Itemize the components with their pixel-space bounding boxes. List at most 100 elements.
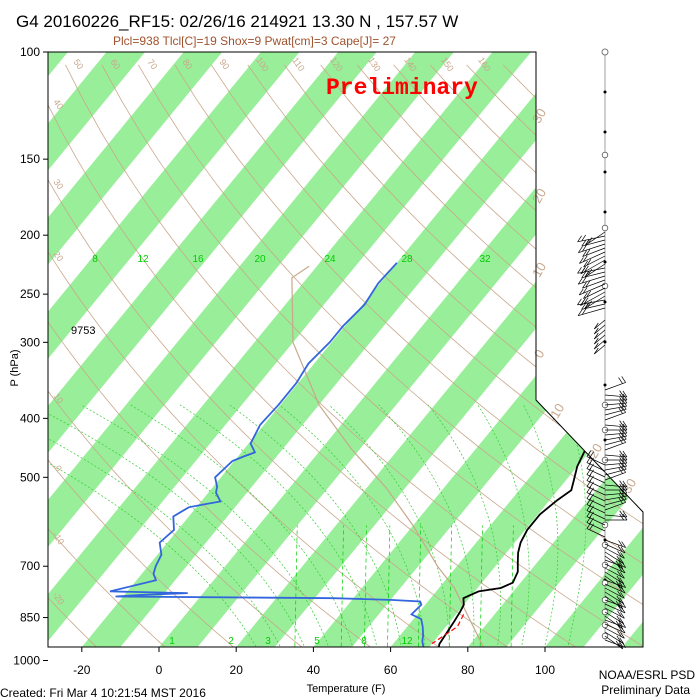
wind-barb-tick bbox=[621, 466, 626, 473]
wind-barb-tick bbox=[587, 237, 593, 244]
wind-barb-tick bbox=[615, 600, 621, 608]
wind-barb-tick bbox=[581, 297, 586, 305]
tropical-standard-line bbox=[291, 265, 487, 647]
wind-barb-tick bbox=[619, 490, 624, 497]
wind-barb-tick bbox=[619, 483, 624, 491]
wind-barb-tick bbox=[581, 271, 587, 279]
dry-adiabat bbox=[48, 64, 337, 647]
wind-barb-tick bbox=[619, 423, 624, 431]
wind-barb-tick bbox=[618, 600, 623, 607]
wind-barb-tick bbox=[583, 260, 588, 268]
dry-adiabat-left-label: 0 bbox=[53, 463, 64, 473]
wind-barb-tick bbox=[622, 396, 628, 404]
wind-barb-tick bbox=[617, 570, 622, 577]
wind-barb-tick bbox=[587, 300, 592, 308]
y-axis-label: P (hPa) bbox=[9, 349, 21, 386]
wind-barb-tick bbox=[589, 463, 594, 471]
dry-adiabat-left-label: 20 bbox=[51, 249, 65, 263]
x-axis-ticks: -20 0 20 40 60 80 100 bbox=[73, 647, 555, 677]
wind-barb-tick bbox=[583, 292, 588, 299]
dry-adiabat-label: 90 bbox=[217, 57, 231, 71]
wind-barb-tick bbox=[619, 487, 624, 494]
wind-ring bbox=[601, 151, 609, 159]
moist-adiabat bbox=[48, 404, 311, 647]
dry-adiabat-label: 50 bbox=[71, 57, 85, 71]
wind-barb-shaft bbox=[594, 344, 606, 355]
wind-dot bbox=[603, 90, 607, 94]
wind-barbs bbox=[577, 48, 628, 650]
wind-barb-tick bbox=[582, 250, 587, 257]
wind-barb-tick bbox=[578, 288, 584, 296]
wind-barb-tick bbox=[622, 480, 628, 488]
y-tick-label: 200 bbox=[20, 228, 40, 242]
x-tick-label: 100 bbox=[535, 663, 555, 677]
wind-barb-tick bbox=[586, 504, 592, 511]
wind-barb-tick bbox=[587, 268, 593, 276]
wind-barb-tick bbox=[586, 462, 592, 469]
moist-adiabat bbox=[229, 404, 404, 647]
mixing-ratio-line bbox=[363, 525, 368, 647]
wind-barb-tick bbox=[619, 393, 624, 401]
temperature-band bbox=[204, 52, 643, 647]
wind-barb-shaft bbox=[594, 334, 606, 345]
wind-barb-tick bbox=[619, 480, 624, 487]
wind-barb-tick bbox=[621, 403, 627, 410]
y-tick-label: 150 bbox=[20, 152, 40, 166]
wind-barb-tick bbox=[621, 601, 626, 608]
wind-barb-tick bbox=[586, 516, 592, 523]
dry-adiabat bbox=[48, 64, 477, 647]
moist-adiabat bbox=[48, 404, 288, 647]
wind-barb-tick bbox=[619, 450, 624, 457]
wind-barb-tick bbox=[621, 463, 627, 470]
wind-barb-tick bbox=[619, 457, 624, 464]
chart-subtitle: Plcl=938 Tlcl[C]=19 Shox=9 Pwat[cm]=3 Ca… bbox=[113, 34, 396, 48]
dry-adiabat bbox=[283, 64, 643, 647]
moist-adiabat bbox=[427, 404, 501, 647]
moist-adiabat bbox=[48, 404, 265, 647]
wind-barb-tick bbox=[616, 575, 622, 583]
wind-barb-tick bbox=[617, 625, 623, 632]
wind-barb-tick bbox=[617, 590, 622, 597]
temperature-band bbox=[50, 52, 643, 647]
standard-atmosphere-line bbox=[291, 265, 487, 647]
wind-barb-tick bbox=[585, 249, 591, 256]
wind-barb-tick bbox=[586, 510, 592, 517]
x-tick-label: -20 bbox=[73, 663, 91, 677]
moist-adiabat bbox=[477, 404, 530, 647]
wind-barb-tick bbox=[621, 496, 626, 503]
wind-barb-tick bbox=[578, 246, 583, 253]
wind-barb-tick bbox=[577, 309, 583, 316]
mixing-ratio-label: 16 bbox=[192, 254, 204, 265]
moist-adiabat bbox=[80, 404, 334, 647]
temperature-band bbox=[48, 52, 503, 647]
dry-adiabat bbox=[48, 64, 196, 647]
wind-dot bbox=[603, 170, 607, 174]
wind-barb-tick bbox=[620, 612, 625, 619]
wind-barb-tick bbox=[622, 513, 628, 521]
theta-e-label: 20 bbox=[529, 186, 549, 206]
wind-barb-tick bbox=[589, 451, 594, 459]
wind-barb-tick bbox=[593, 327, 599, 335]
mixing-ratio-bottom-label: 8 bbox=[361, 636, 367, 647]
wind-barb-tick bbox=[622, 483, 628, 491]
dry-adiabat-label: 70 bbox=[145, 57, 159, 71]
wind-barb-tick bbox=[621, 493, 627, 500]
wind-dot bbox=[603, 210, 607, 214]
wind-barb-tick bbox=[619, 597, 624, 604]
wind-barb-tick bbox=[620, 546, 626, 554]
wind-barb-tick bbox=[622, 423, 628, 431]
wind-barb-tick bbox=[618, 620, 623, 627]
mixing-ratio-line bbox=[448, 525, 452, 647]
wind-barb-tick bbox=[617, 605, 623, 612]
y-tick-label: 300 bbox=[20, 335, 40, 349]
temperature-band bbox=[358, 52, 643, 647]
wind-barb-tick bbox=[593, 347, 599, 355]
wind-barb-tick bbox=[620, 552, 625, 559]
wind-barb-tick bbox=[617, 610, 622, 617]
wind-barb-shaft bbox=[582, 279, 606, 289]
temperature-band bbox=[668, 0, 700, 686]
wind-barb-tick bbox=[620, 606, 626, 614]
wind-barb-tick bbox=[618, 493, 624, 501]
wind-barb-tick bbox=[577, 277, 583, 285]
wind-barb-tick bbox=[617, 630, 622, 637]
